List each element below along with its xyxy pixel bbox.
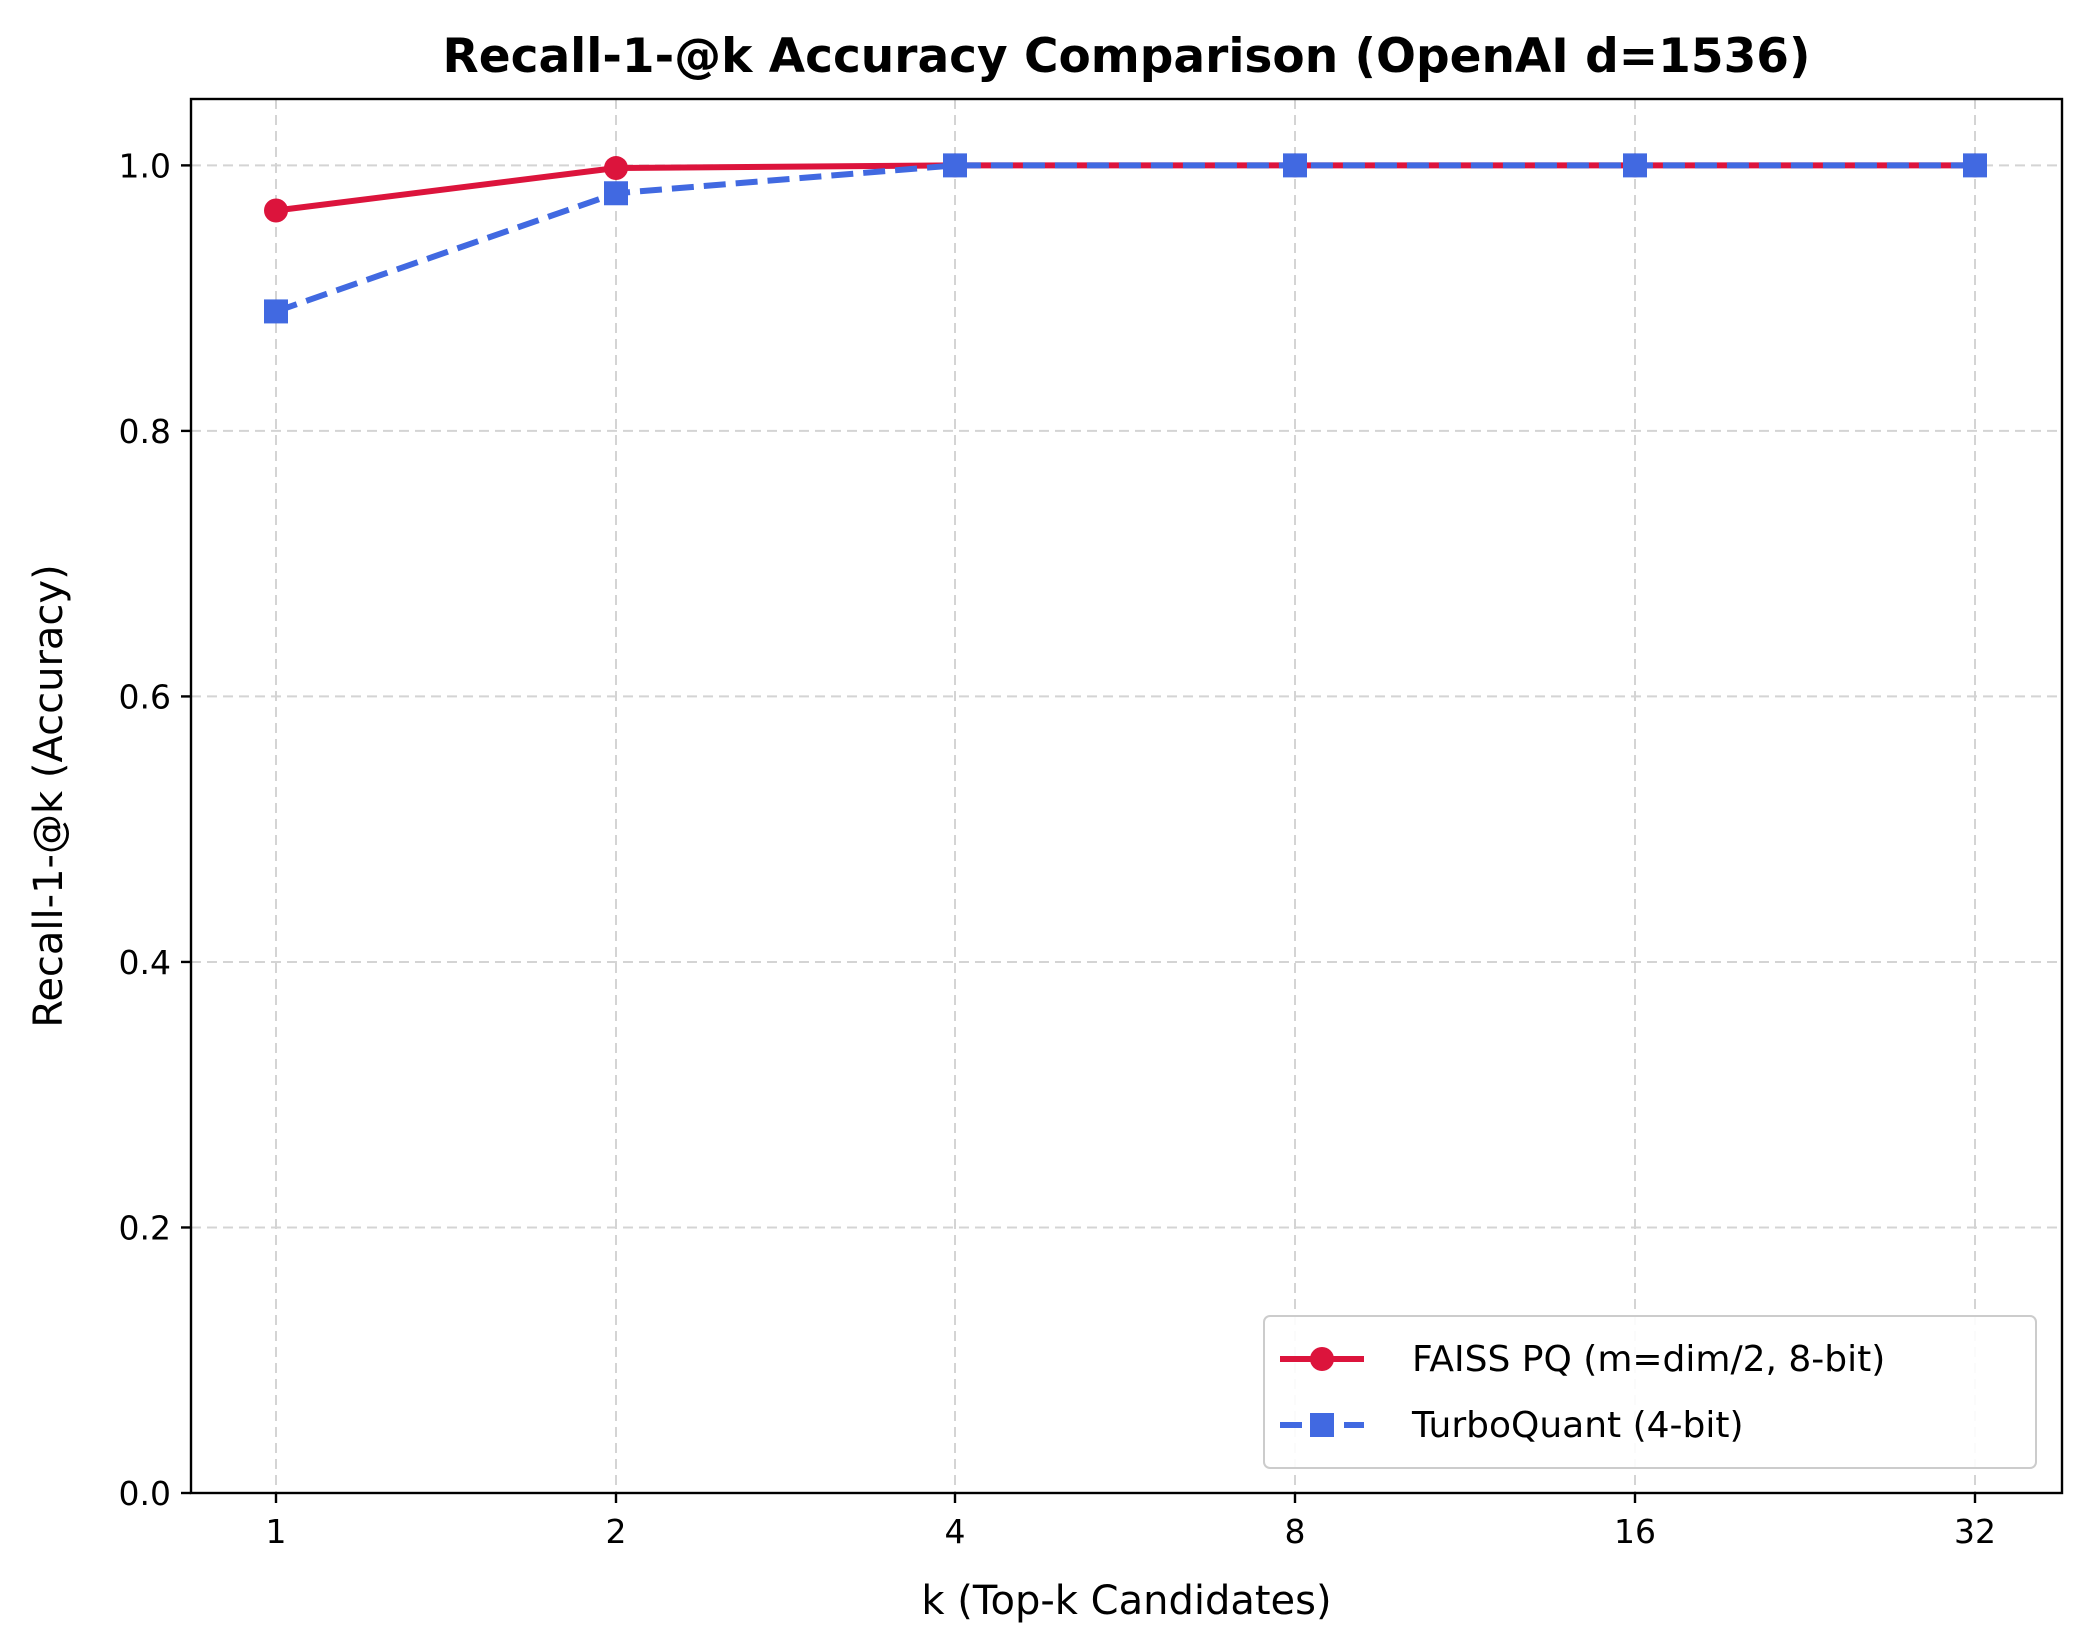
legend-marker: [1310, 1413, 1334, 1437]
x-axis-label: k (Top-k Candidates): [921, 1578, 1331, 1624]
legend-label: TurboQuant (4-bit): [1411, 1405, 1744, 1446]
y-tick-label: 0.8: [119, 412, 171, 451]
legend: FAISS PQ (m=dim/2, 8-bit) TurboQuant (4-b…: [1263, 1315, 2037, 1469]
data-point: [604, 156, 628, 181]
data-point: [943, 153, 967, 178]
data-point: [1963, 153, 1987, 178]
y-tick-label: 1.0: [119, 146, 171, 185]
series-line: [275, 162, 1975, 315]
series-line: [275, 162, 1975, 214]
series-layer: [264, 153, 1987, 324]
data-point: [264, 299, 288, 324]
grid: [191, 99, 2062, 1494]
x-tick-label: 1: [266, 1512, 287, 1551]
y-tick-label: 0.4: [119, 943, 171, 982]
y-tick-label: 0.0: [119, 1474, 171, 1513]
x-tick-label: 2: [606, 1512, 627, 1551]
x-tick-label: 4: [945, 1512, 966, 1551]
series-2: [264, 153, 1987, 324]
legend-box: [1263, 1315, 2037, 1469]
x-tick-label: 32: [1954, 1512, 1996, 1551]
data-point: [604, 181, 628, 206]
x-tick-label: 8: [1285, 1512, 1306, 1551]
ticks: 1 2 4 8 16 32 0.0 0.2 0.4 0.6 0.8 1.0: [119, 146, 1996, 1551]
chart-title: Recall-1-@k Accuracy Comparison (OpenAI …: [443, 29, 1811, 84]
y-tick-label: 0.6: [119, 677, 171, 716]
y-tick-label: 0.2: [119, 1208, 171, 1247]
x-tick-label: 16: [1614, 1512, 1656, 1551]
data-point: [1283, 153, 1307, 178]
legend-label: FAISS PQ (m=dim/2, 8-bit): [1412, 1339, 1885, 1380]
legend-marker: [1310, 1347, 1334, 1371]
data-point: [1623, 153, 1647, 178]
y-axis-label: Recall-1-@k (Accuracy): [26, 564, 72, 1027]
data-point: [264, 198, 288, 223]
axes-frame: [189, 97, 2064, 1495]
